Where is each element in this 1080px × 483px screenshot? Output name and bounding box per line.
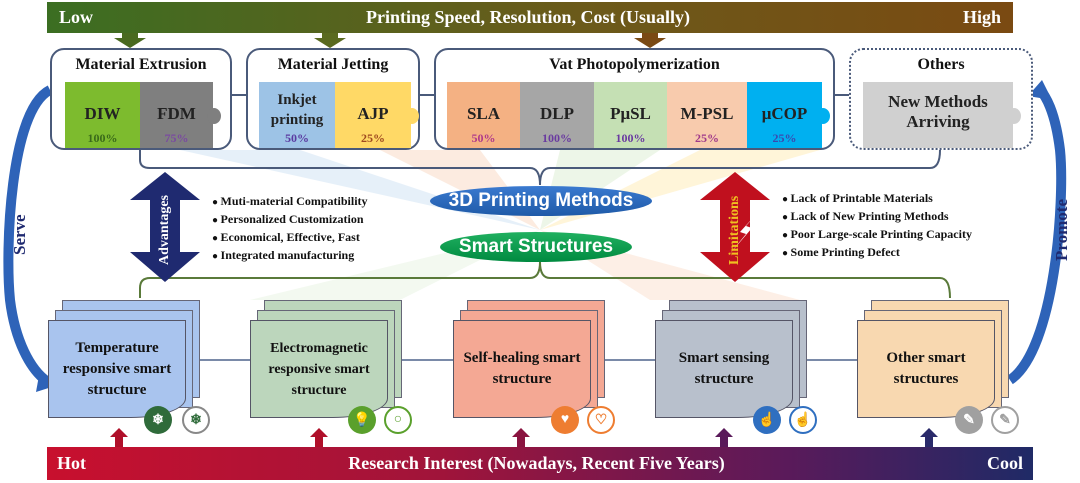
limitation-item: Lack of New Printing Methods <box>782 208 972 226</box>
promote-label: Promote <box>1052 199 1071 261</box>
piece-diw: DIW 100% <box>65 82 148 148</box>
limitation-item: Lack of Printable Materials <box>782 190 972 208</box>
group-material-jetting: Material Jetting Inkjet printing 50% AJP 2… <box>246 48 420 150</box>
low-label: Low <box>59 7 94 27</box>
group-vat-photopolymerization: Vat Photopolymerization SLA 50% DLP 100% P… <box>434 48 835 150</box>
group-others: Others New Methods Arriving <box>849 48 1033 150</box>
arrow-down-icon <box>634 33 666 48</box>
thermometer-outline-icon: ❄ <box>182 406 210 434</box>
research-interest-bar: Hot Research Interest (Nowadays, Recent … <box>47 447 1033 480</box>
arrow-down-icon <box>314 33 346 48</box>
advantage-item: Integrated manufacturing <box>212 247 368 265</box>
lightbulb-icon: 💡 <box>348 406 376 434</box>
top-scale-bar: Low Printing Speed, Resolution, Cost (Us… <box>47 2 1013 33</box>
bottom-bar-title: Research Interest (Nowadays, Recent Five… <box>348 453 725 473</box>
advantages-double-arrow <box>130 172 200 282</box>
lightning-icon <box>728 210 760 256</box>
cool-label: Cool <box>986 453 1023 473</box>
piece-fdm: FDM 75% <box>140 82 221 148</box>
group-title: Others <box>917 56 965 73</box>
piece-pusl: PμSL 100% <box>594 82 675 148</box>
serve-label: Serve <box>10 214 29 256</box>
advantage-item: Personalized Customization <box>212 211 368 229</box>
top-bar-title: Printing Speed, Resolution, Cost (Usuall… <box>365 7 691 27</box>
smart-structures-label: Smart Structures <box>440 232 632 262</box>
serve-arrow <box>3 85 53 387</box>
piece-inkjet: Inkjet printing 50% <box>259 82 343 148</box>
limitation-item: Poor Large-scale Printing Capacity <box>782 226 972 244</box>
advantages-label: Advantages <box>157 195 172 266</box>
broken-heart-outline-icon: ♡ <box>587 406 615 434</box>
piece-m-psl: M-PSL 25% <box>667 82 755 148</box>
hot-label: Hot <box>57 453 86 473</box>
promote-arrow <box>1006 86 1067 385</box>
limitations-label: Limitations <box>727 195 742 265</box>
advantages-list: Muti-material Compatibility Personalized… <box>212 193 368 265</box>
piece-ucop: μCOP 25% <box>747 82 830 148</box>
advantage-item: Muti-material Compatibility <box>212 193 368 211</box>
group-material-extrusion: Material Extrusion DIW 100% FDM 75% <box>50 48 232 150</box>
group-title: Material Jetting <box>277 56 389 73</box>
card-other-smart-structures: Other smart structures ✎ ✎ <box>857 300 1019 434</box>
high-label: High <box>962 7 1001 27</box>
lightbulb-outline-icon: ○ <box>384 406 412 434</box>
group-title: Vat Photopolymerization <box>549 56 720 73</box>
limitations-double-arrow <box>700 172 770 282</box>
limitations-list: Lack of Printable Materials Lack of New … <box>782 190 972 262</box>
pen-outline-icon: ✎ <box>991 406 1019 434</box>
group-title: Material Extrusion <box>75 56 207 73</box>
arrow-down-icon <box>114 33 146 48</box>
3d-printing-methods-label: 3D Printing Methods <box>430 186 652 216</box>
piece-sla: SLA 50% <box>447 82 528 148</box>
thermometer-icon: ❄ <box>144 406 172 434</box>
limitation-item: Some Printing Defect <box>782 244 972 262</box>
pen-icon: ✎ <box>955 406 983 434</box>
broken-heart-icon: ♥ <box>551 406 579 434</box>
card-temperature-responsive: Temperature responsive smart structure ❄… <box>48 300 210 434</box>
piece-ajp: AJP 25% <box>335 82 419 148</box>
card-smart-sensing: Smart sensing structure ☝ ☝ <box>655 300 817 434</box>
card-electromagnetic-responsive: Electromagnetic responsive smart structu… <box>250 300 412 434</box>
piece-new-methods: New Methods Arriving <box>863 82 1021 148</box>
touch-icon: ☝ <box>753 406 781 434</box>
piece-dlp: DLP 100% <box>520 82 602 148</box>
card-self-healing: Self-healing smart structure ♥ ♡ <box>453 300 615 434</box>
advantage-item: Economical, Effective, Fast <box>212 229 368 247</box>
touch-outline-icon: ☝ <box>789 406 817 434</box>
